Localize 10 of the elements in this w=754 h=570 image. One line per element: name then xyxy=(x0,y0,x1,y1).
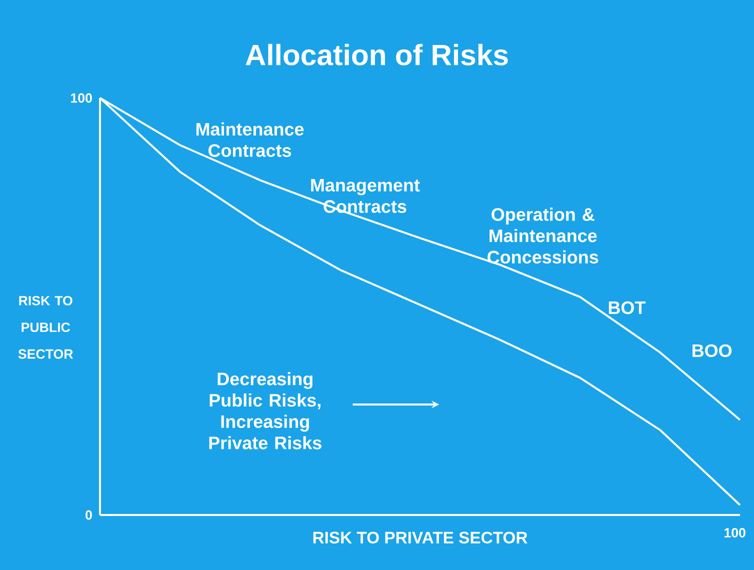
chart-title: Allocation of Risks xyxy=(246,44,508,66)
text: 100 xyxy=(724,528,746,538)
annotation: Decreasing Public Risks, Increasing Private Risks xyxy=(209,372,322,450)
annotation: Operation & Maintenance Concessions xyxy=(488,208,598,264)
annotation: BOO xyxy=(692,344,732,358)
annotation: Maintenance Contracts xyxy=(196,122,304,157)
y-tick-label: 0 xyxy=(86,510,92,520)
annotation: BOT xyxy=(608,301,646,314)
text: RISK TO PUBLIC SECTOR xyxy=(18,296,73,359)
x-axis-title: RISK TO PRIVATE SECTOR xyxy=(313,532,528,544)
